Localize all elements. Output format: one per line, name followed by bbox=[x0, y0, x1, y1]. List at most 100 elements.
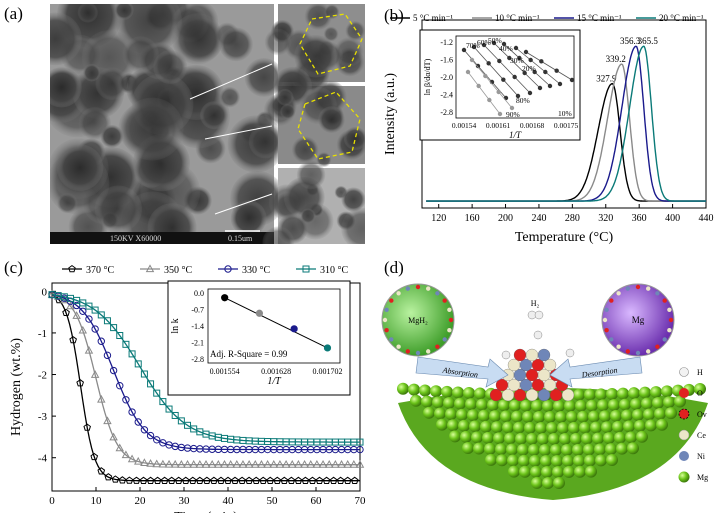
mg-atom bbox=[641, 397, 653, 410]
tem-particle bbox=[77, 2, 98, 23]
schematic-diagram: MgH₂ Mg H₂ Absorption Desorption H O Ov … bbox=[381, 283, 708, 500]
iso-conversion-point bbox=[537, 85, 543, 91]
mg-atom bbox=[498, 399, 510, 412]
sphere-surface-atom bbox=[435, 291, 440, 296]
x-tick-label: 120 bbox=[431, 213, 446, 224]
x-tick-label: 0 bbox=[49, 495, 55, 507]
mg-sphere-label: Mg bbox=[632, 315, 645, 325]
x-tick-label: 440 bbox=[699, 213, 714, 224]
mg-atom bbox=[504, 432, 516, 445]
mg-atom bbox=[652, 396, 664, 409]
data-point bbox=[97, 311, 105, 319]
tem-inset-particle bbox=[296, 160, 326, 190]
data-point bbox=[203, 476, 211, 484]
data-point bbox=[251, 460, 260, 468]
mg-atom bbox=[605, 443, 617, 456]
inset-data-point bbox=[221, 294, 229, 302]
sphere-surface-atom bbox=[609, 298, 614, 303]
mg-atom bbox=[511, 410, 523, 423]
mg-atom bbox=[495, 443, 507, 456]
peak-label-2: 356.3 bbox=[620, 36, 641, 46]
data-point bbox=[356, 438, 364, 446]
sphere-surface-atom bbox=[662, 337, 667, 342]
data-point bbox=[232, 460, 242, 468]
tem-inset-particle bbox=[264, 28, 292, 56]
data-point bbox=[231, 476, 239, 484]
panel-label-b: (b) bbox=[384, 6, 404, 25]
inset-plot-frame bbox=[455, 35, 575, 119]
desorption-arrow bbox=[549, 356, 643, 388]
dsc-chart-panel: 120 160 200 240 280 320 360 400 440 Temperature (… bbox=[378, 0, 728, 255]
y-tick-label: -2 bbox=[38, 370, 47, 382]
inset-y-tick-label: -2.8 bbox=[440, 108, 453, 117]
mg-atom bbox=[665, 407, 677, 420]
data-point bbox=[147, 380, 155, 388]
mg-atom bbox=[550, 443, 562, 456]
iso-conversion-point bbox=[501, 41, 507, 47]
mg-atom bbox=[630, 398, 642, 411]
sphere-surface-atom bbox=[609, 337, 614, 342]
data-point bbox=[171, 411, 179, 419]
mg-atom bbox=[522, 410, 534, 423]
mg-atom bbox=[463, 387, 475, 400]
sphere-surface-atom bbox=[655, 291, 660, 296]
data-point bbox=[275, 460, 285, 468]
data-point bbox=[263, 460, 272, 468]
conversion-label: 50% bbox=[488, 36, 502, 45]
mg-atom bbox=[573, 388, 585, 401]
mg-atom bbox=[601, 421, 613, 434]
iso-conversion-point bbox=[512, 74, 517, 80]
mg-atom bbox=[595, 454, 607, 467]
iso-conversion-line bbox=[493, 42, 541, 89]
data-point bbox=[238, 476, 246, 484]
x-tick-label: 200 bbox=[498, 213, 513, 224]
inset-data-point bbox=[290, 325, 298, 333]
mg-atom bbox=[654, 407, 666, 420]
mg-atom bbox=[588, 410, 600, 423]
mg-atom bbox=[478, 409, 490, 422]
data-point bbox=[84, 345, 94, 354]
data-point bbox=[189, 476, 197, 484]
data-point bbox=[153, 389, 161, 397]
sphere-surface-atom bbox=[616, 291, 621, 296]
mg-atom bbox=[636, 430, 648, 443]
sphere-surface-atom bbox=[602, 317, 608, 323]
iso-conversion-point bbox=[507, 55, 512, 61]
data-point bbox=[280, 476, 289, 484]
mg-atom bbox=[563, 465, 575, 478]
tem-inset-particle bbox=[343, 126, 368, 151]
data-point bbox=[140, 458, 149, 467]
mg-atom bbox=[537, 432, 549, 445]
x-tick-label: 60 bbox=[311, 495, 323, 507]
data-point bbox=[118, 476, 127, 484]
data-point bbox=[189, 459, 198, 468]
mg-atom bbox=[482, 431, 494, 444]
iso-conversion-point bbox=[532, 69, 537, 75]
mg-atom bbox=[594, 443, 606, 456]
sphere-surface-atom bbox=[635, 350, 641, 356]
sphere-surface-atom bbox=[405, 349, 411, 354]
conversion-label: 70% bbox=[466, 41, 480, 50]
mg-atom bbox=[570, 432, 582, 445]
iso-conversion-point bbox=[523, 49, 529, 55]
mg-atom bbox=[500, 410, 512, 423]
data-point bbox=[76, 379, 84, 387]
inset-y-tick-label: -2.8 bbox=[191, 355, 204, 364]
data-point bbox=[103, 317, 111, 325]
data-point bbox=[122, 340, 130, 348]
inset-y-tick-label: -1.4 bbox=[191, 322, 204, 331]
mg-atom bbox=[639, 386, 651, 399]
mg-atom bbox=[487, 399, 499, 412]
data-point bbox=[85, 315, 93, 323]
x-tick-label: 160 bbox=[465, 213, 480, 224]
tem-inset-particle bbox=[280, 103, 296, 120]
iso-conversion-point bbox=[475, 63, 481, 69]
data-point bbox=[315, 476, 324, 484]
inset-fit-line bbox=[224, 297, 328, 349]
data-point bbox=[66, 301, 75, 310]
hexagon-outline-1 bbox=[299, 13, 363, 75]
data-point bbox=[302, 265, 310, 273]
mg-atom bbox=[441, 385, 453, 398]
sphere-surface-atom bbox=[625, 286, 631, 291]
mg-atom bbox=[632, 409, 644, 421]
